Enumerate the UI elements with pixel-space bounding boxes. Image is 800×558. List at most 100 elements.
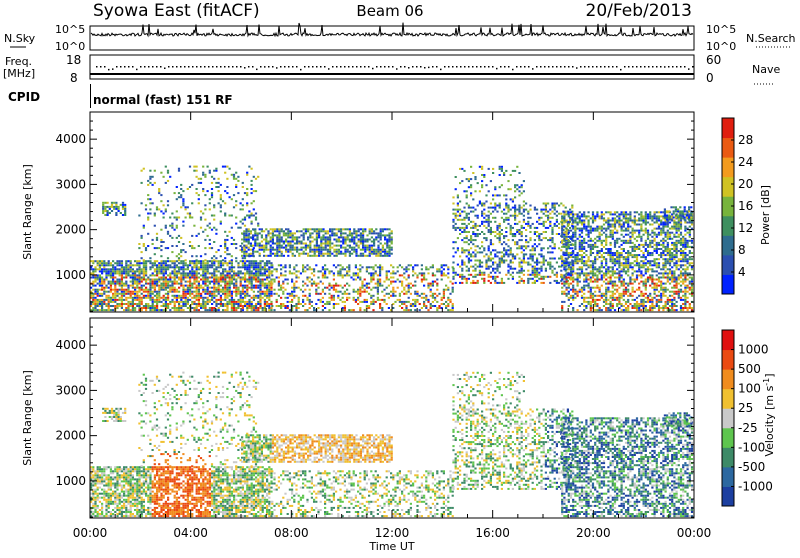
echo-cell <box>490 229 492 231</box>
echo-cell <box>134 264 136 266</box>
echo-cell <box>278 251 280 253</box>
echo-cell <box>215 301 217 303</box>
echo-cell <box>235 307 237 309</box>
echo-cell <box>143 266 145 268</box>
echo-cell <box>351 253 353 255</box>
echo-cell <box>268 285 270 287</box>
nave-dot <box>192 66 194 68</box>
echo-cell <box>204 281 206 283</box>
echo-cell <box>304 289 306 291</box>
echo-cell <box>132 264 134 266</box>
echo-cell <box>191 301 193 303</box>
echo-cell <box>125 272 127 274</box>
echo-cell <box>176 219 178 221</box>
echo-cell <box>138 295 140 297</box>
echo-cell <box>466 225 468 227</box>
echo-cell <box>198 281 200 283</box>
echo-cell <box>165 262 167 264</box>
echo-cell <box>115 206 117 208</box>
echo-cell <box>568 287 570 289</box>
echo-cell <box>538 274 540 276</box>
echo-cell <box>167 200 169 202</box>
echo-cell <box>196 291 198 293</box>
echo-cell <box>266 268 268 270</box>
nave-dot <box>144 66 146 68</box>
echo-cell <box>314 251 316 253</box>
echo-cell <box>244 291 246 293</box>
echo-cell <box>572 277 574 279</box>
echo-cell <box>182 249 184 251</box>
echo-cell <box>268 283 270 285</box>
echo-cell <box>563 262 565 264</box>
echo-cell <box>119 289 121 291</box>
echo-cell <box>566 244 568 246</box>
freq-left-tick-bottom: 8 <box>70 71 78 85</box>
echo-cell <box>174 289 176 291</box>
nave-dot <box>508 66 510 68</box>
echo-cell <box>198 303 200 305</box>
echo-cell <box>169 235 171 237</box>
echo-cell <box>540 266 542 268</box>
echo-cell <box>377 283 379 285</box>
echo-cell <box>244 301 246 303</box>
echo-cell <box>461 231 463 233</box>
echo-cell <box>251 221 253 223</box>
echo-cell <box>551 217 553 219</box>
echo-cell <box>585 272 587 274</box>
echo-cell <box>461 239 463 241</box>
echo-cell <box>220 194 222 196</box>
echo-cell <box>316 236 318 238</box>
echo-cell <box>470 247 472 249</box>
echo-cell <box>218 264 220 266</box>
echo-cell <box>583 215 585 217</box>
echo-cell <box>265 249 267 251</box>
echo-cell <box>527 270 529 272</box>
nave-dot <box>496 68 498 70</box>
echo-cell <box>251 264 253 266</box>
echo-cell <box>97 309 99 311</box>
echo-cell <box>336 234 338 236</box>
echo-cell <box>344 301 346 303</box>
echo-cell <box>361 285 363 287</box>
echo-cell <box>529 227 531 229</box>
echo-cell <box>521 278 523 280</box>
echo-cell <box>233 277 235 279</box>
echo-cell <box>468 219 470 221</box>
echo-cell <box>202 166 204 168</box>
echo-cell <box>187 266 189 268</box>
echo-cell <box>592 217 594 219</box>
echo-cell <box>261 247 263 249</box>
echo-cell <box>318 236 320 238</box>
echo-cell <box>492 276 494 278</box>
noise-sky-trace <box>91 23 693 36</box>
echo-cell <box>472 172 474 174</box>
echo-cell <box>581 254 583 256</box>
echo-cell <box>211 303 213 305</box>
echo-cell <box>590 287 592 289</box>
echo-cell <box>316 245 318 247</box>
echo-cell <box>213 287 215 289</box>
echo-cell <box>344 228 346 230</box>
echo-cell <box>325 230 327 232</box>
echo-cell <box>377 299 379 301</box>
echo-cell <box>252 236 254 238</box>
echo-cell <box>298 301 300 303</box>
echo-cell <box>585 234 587 236</box>
nave-dot <box>672 66 674 68</box>
echo-cell <box>317 293 319 295</box>
echo-cell <box>477 215 479 217</box>
echo-cell <box>594 230 596 232</box>
echo-cell <box>296 243 298 245</box>
echo-cell <box>182 297 184 299</box>
echo-cell <box>178 295 180 297</box>
echo-cell <box>110 291 112 293</box>
echo-cell <box>369 232 371 234</box>
echo-cell <box>261 230 263 232</box>
echo-cell <box>427 285 429 287</box>
echo-cell <box>445 285 447 287</box>
echo-cell <box>99 289 101 291</box>
nave-dot <box>176 66 178 68</box>
echo-cell <box>561 236 563 238</box>
echo-cell <box>116 270 118 272</box>
echo-cell <box>536 260 538 262</box>
